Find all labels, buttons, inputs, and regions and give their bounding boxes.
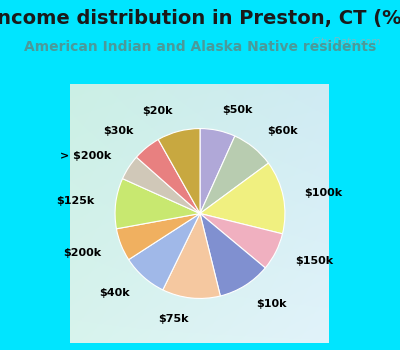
Text: $30k: $30k <box>103 126 133 136</box>
Wedge shape <box>163 214 220 299</box>
Text: City-Data.com: City-Data.com <box>312 37 381 47</box>
Wedge shape <box>200 214 265 296</box>
Wedge shape <box>200 136 268 214</box>
Text: $200k: $200k <box>63 248 101 258</box>
Wedge shape <box>115 178 200 229</box>
Wedge shape <box>200 214 282 268</box>
Wedge shape <box>122 157 200 214</box>
Wedge shape <box>129 214 200 290</box>
Wedge shape <box>200 163 285 234</box>
Text: $20k: $20k <box>142 106 173 116</box>
Text: $75k: $75k <box>158 314 189 324</box>
Wedge shape <box>116 214 200 260</box>
Wedge shape <box>136 140 200 214</box>
Text: $60k: $60k <box>267 126 297 136</box>
Text: > $200k: > $200k <box>60 151 111 161</box>
Text: $10k: $10k <box>256 299 287 309</box>
Wedge shape <box>158 128 200 214</box>
Text: $125k: $125k <box>56 196 94 206</box>
Text: $150k: $150k <box>295 257 333 266</box>
Text: $100k: $100k <box>304 188 342 198</box>
Text: $50k: $50k <box>222 105 253 115</box>
Text: American Indian and Alaska Native residents: American Indian and Alaska Native reside… <box>24 40 376 54</box>
Text: Income distribution in Preston, CT (%): Income distribution in Preston, CT (%) <box>0 9 400 28</box>
Wedge shape <box>200 128 235 214</box>
Text: $40k: $40k <box>99 288 130 298</box>
